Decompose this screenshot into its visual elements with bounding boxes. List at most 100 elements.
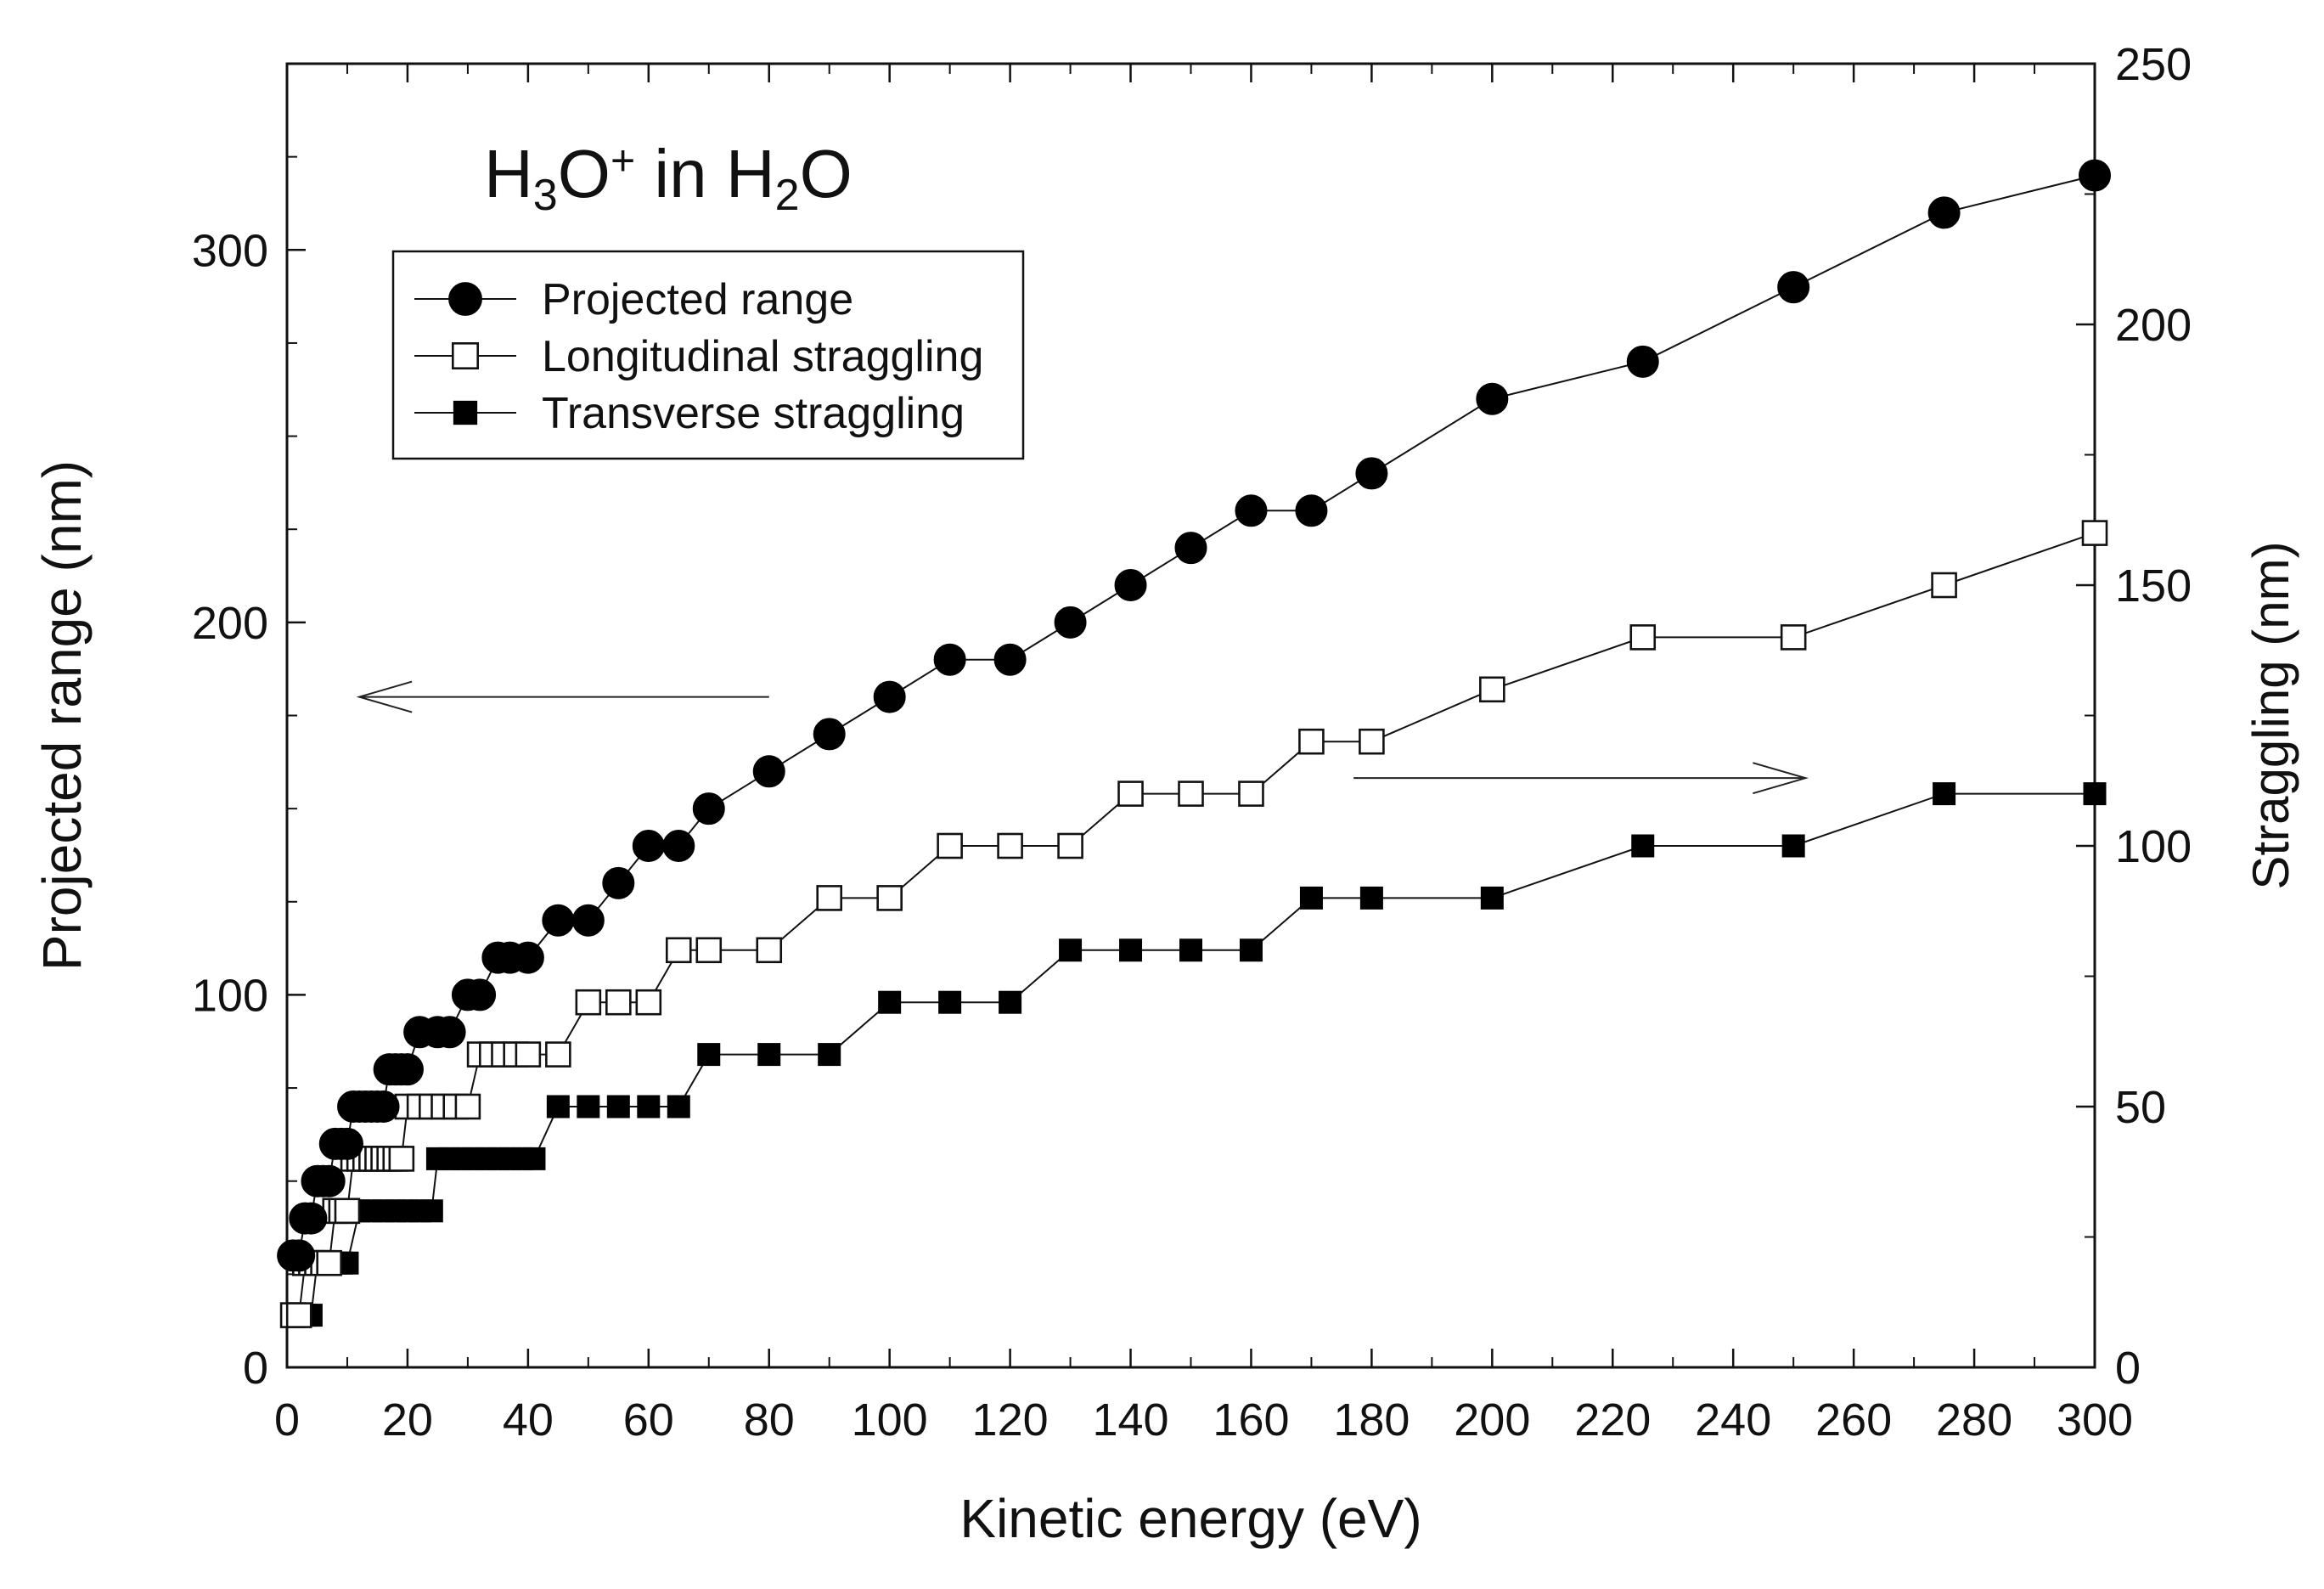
data-point	[1781, 834, 1805, 858]
data-point	[546, 1095, 570, 1118]
data-point	[818, 1043, 841, 1067]
data-point	[667, 1095, 690, 1118]
data-point	[637, 1095, 661, 1118]
x-tick-label: 180	[1333, 1395, 1410, 1445]
chart-title-part: H	[484, 136, 533, 211]
x-tick-label: 100	[852, 1395, 928, 1445]
data-point	[1239, 938, 1263, 962]
data-point	[2081, 520, 2108, 546]
data-point	[1054, 606, 1087, 639]
data-point	[602, 866, 635, 899]
y-right-axis-label: Straggling (nm)	[2242, 541, 2299, 889]
data-point	[813, 718, 846, 751]
legend-layer: Projected range Longitudinal straggling Tr…	[391, 250, 1025, 460]
legend-entry: Longitudinal straggling	[414, 332, 983, 381]
data-point	[1059, 938, 1083, 962]
data-point	[312, 1164, 346, 1197]
x-tick-label: 260	[1815, 1395, 1892, 1445]
chart-title: H3O+ in H2O	[484, 136, 853, 220]
data-point	[1057, 832, 1083, 859]
data-point	[1780, 624, 1807, 651]
data-point	[605, 989, 632, 1016]
data-point	[1631, 834, 1655, 858]
chart-title-part: O	[800, 136, 853, 211]
data-point	[511, 941, 544, 974]
x-tick-label: 160	[1213, 1395, 1289, 1445]
data-point	[816, 885, 843, 911]
data-point	[1114, 569, 1147, 601]
data-point	[933, 643, 966, 676]
data-point	[697, 1043, 721, 1067]
data-point	[515, 1041, 542, 1068]
data-point	[665, 937, 692, 964]
y-left-tick-label: 300	[192, 225, 268, 276]
data-point	[1117, 780, 1144, 807]
y-left-tick-label: 100	[192, 970, 268, 1021]
data-point	[1359, 728, 1385, 755]
data-point	[545, 1041, 571, 1068]
data-point	[367, 1090, 400, 1123]
data-point	[606, 1095, 630, 1118]
x-tick-label: 20	[382, 1395, 433, 1445]
data-point	[999, 990, 1022, 1014]
y-left-tick-label: 0	[243, 1343, 268, 1394]
data-point	[1178, 780, 1204, 807]
right-axis-arrow	[1353, 762, 1809, 795]
data-point	[1238, 780, 1264, 807]
data-point	[997, 832, 1023, 859]
data-point	[1299, 886, 1323, 910]
arrow-head	[356, 680, 413, 713]
legend-label: Projected range	[542, 275, 853, 324]
data-point	[1298, 728, 1325, 755]
data-point	[1235, 494, 1268, 527]
data-point	[575, 989, 602, 1016]
data-point	[285, 1302, 312, 1328]
legend-marker	[448, 282, 482, 316]
data-point	[577, 1095, 600, 1118]
arrow-head	[1753, 762, 1809, 795]
x-tick-label: 200	[1454, 1395, 1530, 1445]
data-point	[454, 1093, 481, 1120]
data-point	[330, 1127, 363, 1160]
data-point	[1927, 196, 1961, 229]
data-point	[937, 832, 963, 859]
legend-entry: Projected range	[414, 275, 853, 324]
data-point	[1777, 271, 1810, 304]
data-point	[1629, 624, 1657, 651]
data-point	[757, 1043, 781, 1067]
y-right-tick-label: 200	[2115, 300, 2192, 351]
data-point	[876, 885, 903, 911]
chart-title-part: 3	[533, 171, 558, 220]
y-left-tick-label: 200	[192, 598, 268, 649]
data-point	[752, 755, 785, 788]
data-point	[1480, 886, 1504, 910]
legend-label: Transverse straggling	[542, 389, 965, 438]
data-point	[938, 990, 962, 1014]
data-point	[542, 904, 575, 937]
chart-title-part: in H	[635, 136, 775, 211]
x-tick-label: 220	[1574, 1395, 1651, 1445]
data-point	[1179, 938, 1202, 962]
legend-marker	[453, 400, 478, 425]
data-point	[993, 643, 1027, 676]
data-point	[662, 830, 695, 862]
data-point	[1931, 572, 1957, 599]
data-point	[756, 937, 783, 964]
left-axis-arrow	[356, 680, 769, 713]
data-point	[692, 792, 725, 825]
x-tick-label: 120	[972, 1395, 1049, 1445]
y-right-tick-label: 100	[2115, 821, 2192, 872]
chart-title-part: +	[611, 137, 635, 184]
legend-entry: Transverse straggling	[414, 389, 965, 438]
data-point	[388, 1146, 415, 1172]
axes-layer	[285, 62, 2096, 1369]
y-right-tick-label: 250	[2115, 39, 2192, 90]
x-tick-label: 280	[1936, 1395, 2012, 1445]
x-tick-label: 0	[274, 1395, 300, 1445]
y-right-tick-label: 0	[2115, 1343, 2141, 1394]
x-tick-label: 140	[1092, 1395, 1168, 1445]
data-point	[1626, 345, 1659, 378]
x-axis-label: Kinetic energy (eV)	[959, 1488, 1421, 1549]
data-point	[316, 1249, 342, 1276]
